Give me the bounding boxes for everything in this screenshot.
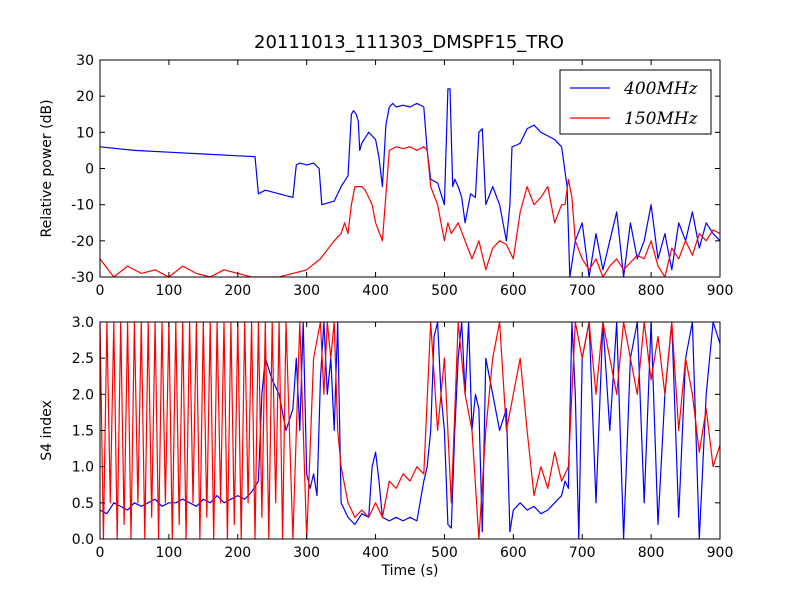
chart-title: 20111013_111303_DMSPF15_TRO	[254, 32, 564, 53]
x-tick-label: 200	[224, 545, 251, 561]
y-axis-label: Relative power (dB)	[39, 99, 55, 237]
y-tick-label: 2.0	[72, 387, 94, 403]
x-tick-label: 800	[638, 545, 665, 561]
x-tick-label: 0	[96, 545, 105, 561]
x-tick-label: 400	[362, 545, 389, 561]
y-tick-label: -20	[71, 234, 94, 250]
x-tick-label: 800	[638, 283, 665, 299]
y-tick-label: 20	[76, 89, 94, 105]
series-line-1	[100, 322, 720, 539]
top-axes: 0 100 200 300 400 500 600 700 800 900 -30 -20 -10 0 10…	[39, 53, 733, 299]
series-group	[100, 322, 720, 539]
y-tick-label: -30	[71, 270, 94, 286]
y-tick-label: 2.5	[72, 351, 94, 367]
bottom-axes: 0 100 200 300 400 500 600 700 800 900 0.0 0.5 1.0 1.5…	[39, 315, 733, 579]
x-tick-label: 200	[224, 283, 251, 299]
x-tick-label: 300	[293, 545, 320, 561]
x-tick-label: 700	[569, 545, 596, 561]
y-tick-label: 10	[76, 125, 94, 141]
x-axis-label: Time (s)	[381, 563, 439, 579]
y-tick-label: 3.0	[72, 315, 94, 331]
y-tick-label: 1.5	[72, 424, 94, 440]
y-tick-label: 1.0	[72, 460, 94, 476]
x-tick-label: 600	[500, 283, 527, 299]
x-tick-label: 500	[431, 545, 458, 561]
y-tick-label: 0.5	[72, 496, 94, 512]
series-line-0	[100, 88, 720, 277]
series-group	[100, 88, 720, 277]
series-line-1	[100, 146, 720, 277]
y-axis-label: S4 index	[39, 400, 55, 461]
legend-box	[559, 69, 712, 135]
x-tick-label: 500	[431, 283, 458, 299]
x-tick-label: 100	[156, 545, 183, 561]
y-tick-label: 30	[76, 53, 94, 69]
legend-label-0: 400MHz	[623, 79, 699, 99]
x-tick-label: 700	[569, 283, 596, 299]
x-tick-label: 100	[156, 283, 183, 299]
x-tick-label: 900	[707, 283, 734, 299]
series-line-0	[100, 322, 720, 539]
x-tick-label: 400	[362, 283, 389, 299]
y-tick-label: 0	[85, 162, 94, 178]
y-tick-label: -10	[71, 198, 94, 214]
x-tick-label: 900	[707, 545, 734, 561]
x-tick-label: 300	[293, 283, 320, 299]
legend: 400MHz 150MHz	[559, 69, 712, 135]
x-tick-label: 0	[96, 283, 105, 299]
y-tick-label: 0.0	[72, 532, 94, 548]
x-tick-label: 600	[500, 545, 527, 561]
legend-label-1: 150MHz	[624, 109, 699, 129]
